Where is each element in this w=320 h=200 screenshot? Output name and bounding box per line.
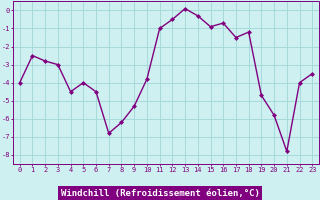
- Text: Windchill (Refroidissement éolien,°C): Windchill (Refroidissement éolien,°C): [60, 189, 260, 198]
